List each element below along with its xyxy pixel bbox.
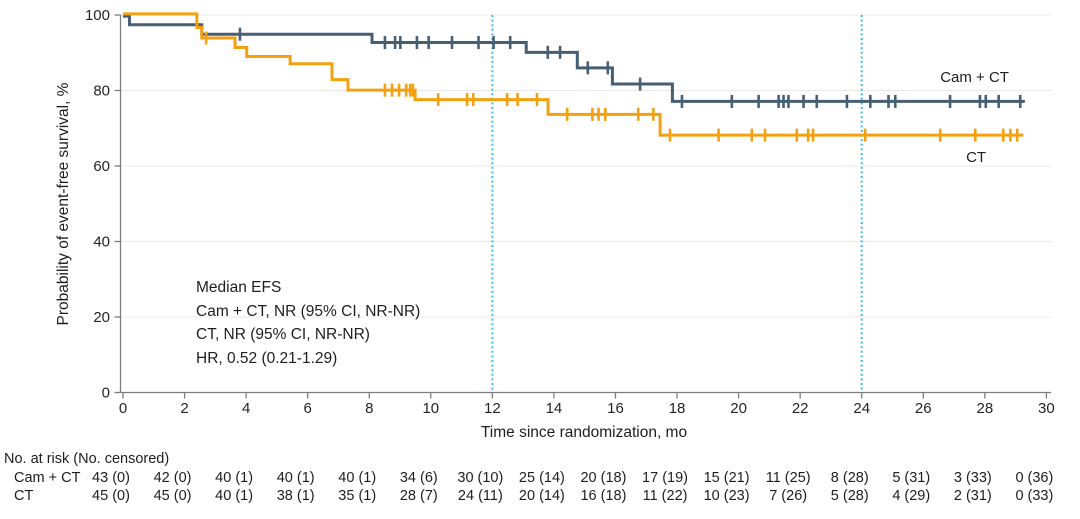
risk-cell: 38 (1) bbox=[276, 488, 315, 504]
risk-cell: 10 (23) bbox=[703, 488, 750, 504]
x-tick-label: 18 bbox=[669, 400, 686, 417]
y-tick-label: 0 bbox=[102, 385, 110, 402]
x-tick-label: 12 bbox=[484, 400, 501, 417]
risk-cell: 20 (14) bbox=[518, 488, 565, 504]
risk-cell: 0 (36) bbox=[1015, 470, 1054, 486]
risk-table-title: No. at risk (No. censored) bbox=[4, 451, 170, 467]
annotation-line-cam-ct: Cam + CT, NR (95% CI, NR-NR) bbox=[196, 302, 421, 320]
annotation-line-ct: CT, NR (95% CI, NR-NR) bbox=[196, 326, 370, 343]
y-tick-label: 100 bbox=[85, 7, 110, 24]
risk-cell: 8 (28) bbox=[830, 470, 869, 486]
risk-cell: 2 (31) bbox=[953, 488, 992, 504]
risk-cell: 17 (19) bbox=[642, 470, 689, 486]
risk-cell: 25 (14) bbox=[518, 470, 565, 486]
x-tick-label: 28 bbox=[976, 400, 993, 417]
x-tick-label: 22 bbox=[792, 400, 809, 417]
risk-cell: 16 (18) bbox=[580, 488, 627, 504]
risk-cell: 40 (1) bbox=[276, 470, 315, 486]
x-tick-label: 4 bbox=[242, 400, 250, 417]
risk-cell: 11 (22) bbox=[642, 488, 688, 504]
risk-cell: 24 (11) bbox=[457, 488, 503, 504]
curve-label-cam-ct: Cam + CT bbox=[940, 69, 1009, 87]
risk-cell: 45 (0) bbox=[92, 488, 130, 504]
x-tick-label: 20 bbox=[730, 400, 747, 417]
risk-cell: 0 (33) bbox=[1015, 488, 1054, 504]
annotation-line-title: Median EFS bbox=[196, 279, 282, 296]
y-tick-label: 20 bbox=[93, 309, 110, 326]
x-tick-label: 26 bbox=[915, 400, 932, 417]
x-tick-label: 14 bbox=[546, 400, 563, 417]
annotation-line-hr: HR, 0.52 (0.21-1.29) bbox=[196, 349, 338, 367]
x-axis-title: Time since randomization, mo bbox=[480, 424, 688, 441]
risk-cell: 34 (6) bbox=[399, 470, 438, 486]
risk-cell: 3 (33) bbox=[953, 470, 992, 486]
risk-cell: 30 (10) bbox=[457, 470, 504, 486]
risk-cell: 40 (1) bbox=[338, 470, 377, 486]
y-tick-label: 60 bbox=[93, 158, 110, 175]
curve-label-ct: CT bbox=[966, 149, 987, 167]
x-tick-label: 10 bbox=[422, 400, 439, 417]
risk-cell: 35 (1) bbox=[338, 488, 377, 504]
x-tick-label: 24 bbox=[853, 400, 870, 417]
y-axis-title: Probability of event-free survival, % bbox=[55, 82, 72, 326]
km-curve-cam-ct bbox=[123, 14, 1025, 103]
y-tick-label: 80 bbox=[93, 83, 110, 100]
risk-cell: 7 (26) bbox=[769, 488, 808, 504]
annotation-median-efs: Median EFS Cam + CT, NR (95% CI, NR-NR) … bbox=[196, 276, 420, 370]
risk-row-label-ct: CT bbox=[14, 488, 34, 504]
x-tick-label: 6 bbox=[304, 400, 312, 417]
x-tick-label: 0 bbox=[119, 400, 127, 417]
risk-cell: 40 (1) bbox=[215, 488, 254, 504]
x-tick-label: 2 bbox=[180, 400, 188, 417]
risk-cell: 11 (25) bbox=[765, 470, 811, 486]
risk-cell: 43 (0) bbox=[92, 470, 130, 486]
y-tick-label: 40 bbox=[93, 234, 110, 251]
risk-row-label-cam-ct: Cam + CT bbox=[14, 470, 81, 486]
x-tick-label: 30 bbox=[1038, 400, 1055, 417]
risk-cell: 45 (0) bbox=[153, 488, 192, 504]
risk-cell: 4 (29) bbox=[892, 488, 931, 504]
risk-cell: 5 (28) bbox=[830, 488, 869, 504]
risk-cell: 40 (1) bbox=[215, 470, 254, 486]
risk-cell: 42 (0) bbox=[153, 470, 192, 486]
km-curve-ct bbox=[123, 12, 1024, 137]
risk-cell: 15 (21) bbox=[703, 470, 750, 486]
x-tick-label: 8 bbox=[365, 400, 373, 417]
risk-cell: 28 (7) bbox=[399, 488, 438, 504]
x-tick-label: 16 bbox=[607, 400, 624, 417]
risk-cell: 20 (18) bbox=[580, 470, 627, 486]
risk-cell: 5 (31) bbox=[892, 470, 931, 486]
